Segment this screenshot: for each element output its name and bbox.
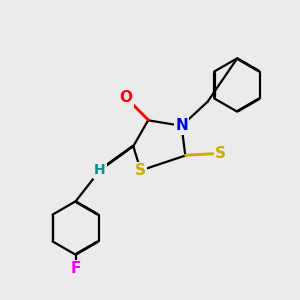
Text: F: F — [70, 261, 81, 276]
Text: H: H — [94, 164, 106, 177]
Text: S: S — [135, 163, 146, 178]
Text: N: N — [175, 118, 188, 134]
Text: S: S — [215, 146, 226, 161]
Text: O: O — [119, 91, 132, 106]
